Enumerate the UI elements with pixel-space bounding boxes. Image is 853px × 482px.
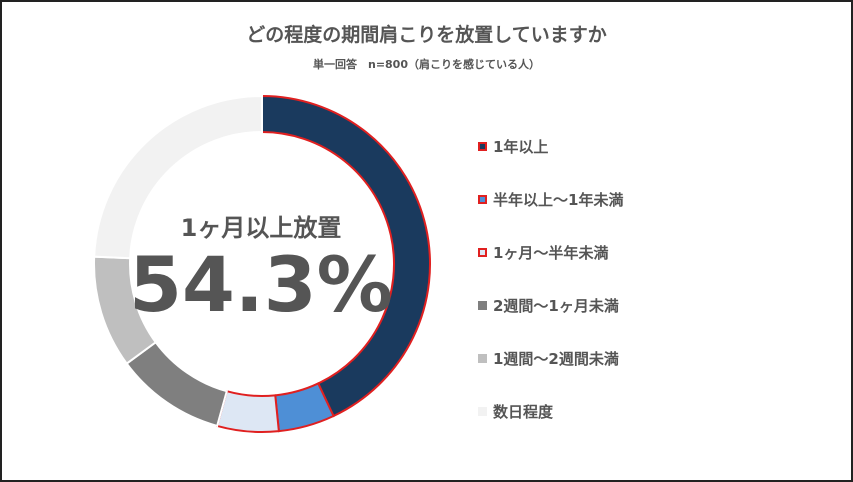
legend-label: 数日程度 — [493, 403, 554, 421]
legend-item-few-days: 数日程度 — [478, 385, 623, 438]
legend-label: 1週間～2週間未満 — [493, 350, 619, 368]
slice-1-year-plus — [261, 94, 431, 418]
legend-swatch — [478, 195, 487, 204]
legend-item-half-to-1-year: 半年以上～1年未満 — [478, 173, 623, 226]
legend-item-2-weeks-to-1-month: 2週間～1ヶ月未満 — [478, 279, 623, 332]
legend-swatch — [478, 301, 487, 310]
center-label: 1ヶ月以上放置 — [180, 214, 342, 242]
legend-label: 2週間～1ヶ月未満 — [493, 297, 619, 315]
slice-few-days — [93, 94, 263, 260]
center-value: 54.3% — [129, 240, 393, 329]
chart-title: どの程度の期間肩こりを放置していますか — [246, 24, 607, 46]
legend: 1年以上半年以上～1年未満 1ヶ月～半年未満 2週間～1ヶ月未満 1週間～2週間未満数… — [478, 120, 623, 438]
legend-item-1-to-2-weeks: 1週間～2週間未満 — [478, 332, 623, 385]
legend-swatch — [478, 142, 487, 151]
legend-label: 1年以上 — [493, 138, 549, 156]
legend-swatch — [478, 407, 487, 416]
legend-label: 半年以上～1年未満 — [493, 191, 624, 209]
legend-label: 1ヶ月～半年未満 — [493, 244, 609, 262]
slice-1-month-to-half-year — [215, 389, 280, 433]
legend-item-1-month-to-half-year: 1ヶ月～半年未満 — [478, 226, 623, 279]
legend-swatch — [478, 354, 487, 363]
legend-swatch — [478, 248, 487, 257]
legend-item-1-year-plus: 1年以上 — [478, 120, 623, 173]
chart-subtitle: 単一回答 n=800（肩こりを感じている人） — [312, 58, 540, 71]
slice-2-weeks-to-1-month — [125, 340, 228, 428]
